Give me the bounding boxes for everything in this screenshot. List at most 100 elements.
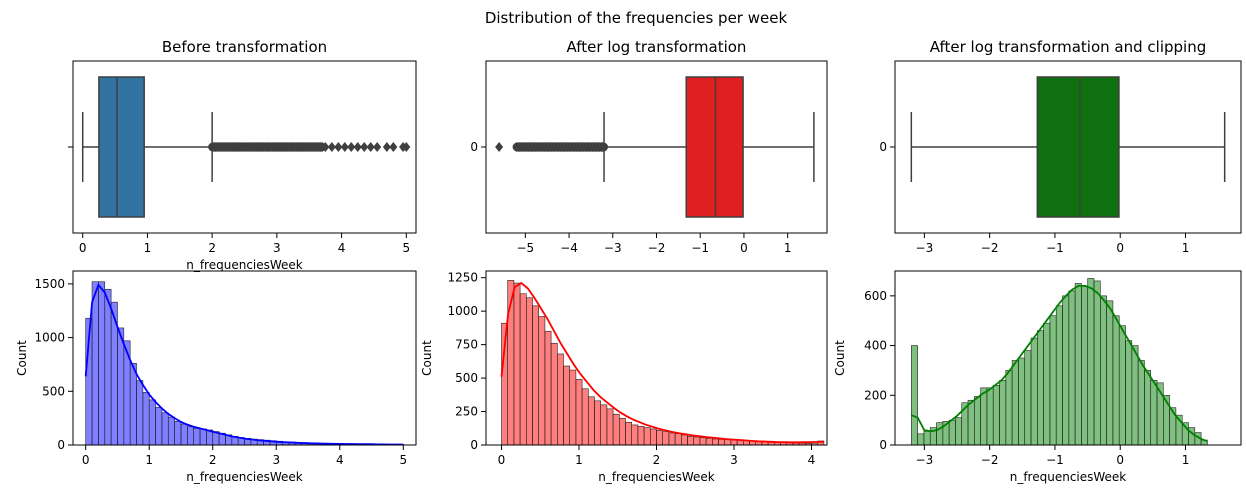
x-tick-label: −3 xyxy=(916,241,934,255)
hist-bar xyxy=(724,439,732,446)
panel-title: Before transformation xyxy=(162,38,327,56)
hist-bar xyxy=(187,426,194,446)
outlier-point xyxy=(347,142,356,152)
y-tick-label: 1000 xyxy=(34,331,65,345)
panel-1: Before transformation 0 1 2 3 4 5 n_frequencies… xyxy=(68,38,417,272)
outlier-point xyxy=(360,142,369,152)
hist-bar xyxy=(91,281,99,446)
hist-bar xyxy=(643,427,651,446)
hist-bar xyxy=(730,439,738,446)
outlier-point xyxy=(340,142,349,152)
y-tick-label: 1000 xyxy=(447,304,478,318)
y-tick-label: 0 xyxy=(470,140,478,154)
hist-bar xyxy=(911,345,918,446)
hist-bar xyxy=(1106,300,1114,446)
outlier-point xyxy=(382,142,391,152)
hist-bar xyxy=(1062,295,1070,446)
hist-bar xyxy=(525,297,533,446)
hist-bar xyxy=(129,363,137,446)
hist-bar xyxy=(612,413,620,446)
hist-bar xyxy=(513,282,521,446)
x-tick-label: −1 xyxy=(1046,241,1064,255)
outlier-point xyxy=(366,142,375,152)
x-tick-label: 4 xyxy=(808,453,816,467)
hist-bar xyxy=(1030,337,1038,446)
hist-bar xyxy=(662,431,670,446)
hist-bar xyxy=(538,316,546,446)
axes-frame xyxy=(894,270,1242,446)
y-axis-label: Count xyxy=(15,340,29,376)
x-axis-label: n_frequenciesWeek xyxy=(186,258,303,272)
x-tick-label: 1 xyxy=(145,453,153,467)
panel-title: After log transformation and clipping xyxy=(930,38,1206,56)
x-tick-label: −2 xyxy=(648,241,666,255)
outlier-point xyxy=(495,142,504,152)
hist-bar xyxy=(587,396,595,446)
panel-3: After log transformation and clipping 0 −3… xyxy=(879,38,1242,255)
hist-bar xyxy=(923,431,931,446)
hist-bar xyxy=(955,417,963,446)
box-iqr xyxy=(1036,76,1120,218)
hist-bar xyxy=(699,437,707,446)
x-tick-label: 2 xyxy=(209,453,217,467)
hist-bar xyxy=(519,293,527,446)
hist-bar xyxy=(1081,285,1089,446)
outlier-point xyxy=(321,142,330,152)
hist-bar xyxy=(917,433,925,446)
y-tick-label: 0 xyxy=(879,438,887,452)
y-tick-label: 500 xyxy=(455,371,478,385)
outlier-point xyxy=(389,142,398,152)
x-tick-label: 4 xyxy=(336,453,344,467)
hist-bar xyxy=(148,399,156,446)
x-tick-label: 1 xyxy=(1182,241,1190,255)
y-tick-label: 0 xyxy=(57,438,65,452)
box-iqr xyxy=(685,76,744,218)
hist-bar xyxy=(974,396,981,446)
x-axis-label: n_frequenciesWeek xyxy=(1010,470,1127,484)
hist-bar xyxy=(1043,322,1051,446)
axes-frame xyxy=(72,270,417,446)
x-tick-label: 5 xyxy=(399,453,407,467)
hist-bar xyxy=(180,423,188,446)
hist-bar xyxy=(1093,280,1101,446)
x-tick-label: 2 xyxy=(208,241,216,255)
y-axis-label: Count xyxy=(420,340,434,376)
hist-bar xyxy=(532,305,539,446)
hist-bar xyxy=(1137,360,1145,446)
x-tick-label: 3 xyxy=(730,453,738,467)
hist-bar xyxy=(649,428,657,446)
hist-bar xyxy=(687,435,694,446)
x-tick-label: 3 xyxy=(273,241,281,255)
hist-bar xyxy=(980,387,988,446)
y-tick-label: 0 xyxy=(470,438,478,452)
hist-bar xyxy=(174,421,182,446)
x-axis-label: n_frequenciesWeek xyxy=(598,470,715,484)
y-tick-label: 750 xyxy=(455,338,478,352)
panel-4: 0 500 1000 1500 Count 0 1 2 3 4 5 n_frequenciesWeek xyxy=(15,270,417,484)
hist-bar xyxy=(167,416,175,446)
hist-bar xyxy=(569,369,577,446)
x-tick-label: 5 xyxy=(402,241,410,255)
axes-frame xyxy=(72,60,417,234)
axes-frame xyxy=(894,60,1242,234)
hist-bar xyxy=(680,434,688,446)
hist-bar xyxy=(631,424,639,446)
hist-bar xyxy=(1005,370,1013,446)
hist-bar xyxy=(575,379,583,446)
hist-bar xyxy=(142,392,150,446)
hist-bar xyxy=(1087,278,1095,446)
hist-bar xyxy=(1055,305,1063,446)
hist-bar xyxy=(999,380,1007,446)
hist-bar xyxy=(718,439,725,446)
hist-bar xyxy=(1125,340,1133,446)
hist-bar xyxy=(625,421,632,446)
kde-line xyxy=(910,285,1208,443)
y-tick-label: 600 xyxy=(864,289,887,303)
x-tick-label: −3 xyxy=(604,241,622,255)
axes-frame xyxy=(485,60,828,234)
hist-bar xyxy=(1037,330,1044,446)
x-tick-label: −2 xyxy=(981,453,999,467)
x-tick-label: 1 xyxy=(575,453,583,467)
hist-bar xyxy=(967,399,975,446)
